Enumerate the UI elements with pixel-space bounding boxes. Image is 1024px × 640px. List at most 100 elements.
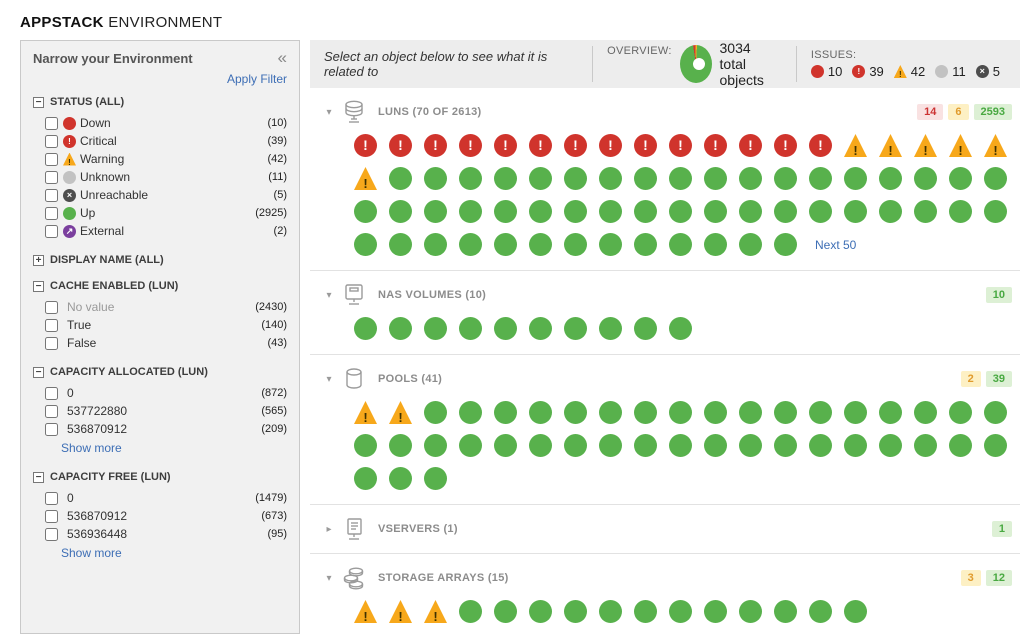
up-status-icon[interactable] bbox=[459, 401, 482, 424]
up-status-icon[interactable] bbox=[634, 434, 657, 457]
warning-status-icon[interactable]: ! bbox=[949, 134, 972, 157]
show-more-link[interactable]: Show more bbox=[61, 441, 122, 455]
up-status-icon[interactable] bbox=[389, 317, 412, 340]
filter-group-header[interactable]: − CAPACITY FREE (LUN) bbox=[33, 471, 287, 483]
up-status-icon[interactable] bbox=[634, 200, 657, 223]
up-status-icon[interactable] bbox=[984, 401, 1007, 424]
filter-item[interactable]: 0 (872) bbox=[33, 384, 287, 402]
filter-checkbox[interactable] bbox=[45, 509, 58, 523]
up-status-icon[interactable] bbox=[704, 401, 727, 424]
up-status-icon[interactable] bbox=[529, 600, 552, 623]
critical-status-icon[interactable]: ! bbox=[809, 134, 832, 157]
up-status-icon[interactable] bbox=[704, 200, 727, 223]
filter-checkbox[interactable] bbox=[45, 300, 58, 314]
filter-item[interactable]: ! Warning (42) bbox=[33, 150, 287, 168]
up-status-icon[interactable] bbox=[809, 434, 832, 457]
filter-checkbox[interactable] bbox=[45, 152, 58, 166]
filter-item[interactable]: 0 (1479) bbox=[33, 489, 287, 507]
caret-down-icon[interactable]: ▾ bbox=[326, 289, 332, 301]
up-status-icon[interactable] bbox=[459, 200, 482, 223]
critical-status-icon[interactable]: ! bbox=[564, 134, 587, 157]
up-status-icon[interactable] bbox=[599, 600, 622, 623]
filter-checkbox[interactable] bbox=[45, 422, 58, 436]
up-status-icon[interactable] bbox=[634, 167, 657, 190]
critical-status-icon[interactable]: ! bbox=[494, 134, 517, 157]
up-status-icon[interactable] bbox=[564, 600, 587, 623]
critical-status-icon[interactable]: ! bbox=[389, 134, 412, 157]
up-status-icon[interactable] bbox=[949, 401, 972, 424]
critical-status-icon[interactable]: ! bbox=[529, 134, 552, 157]
filter-item[interactable]: Unknown (11) bbox=[33, 168, 287, 186]
filter-item[interactable]: No value (2430) bbox=[33, 298, 287, 316]
up-status-icon[interactable] bbox=[564, 317, 587, 340]
up-status-icon[interactable] bbox=[844, 200, 867, 223]
up-status-icon[interactable] bbox=[459, 167, 482, 190]
section-header[interactable]: ▾ POOLS (41) 2 39 bbox=[316, 363, 1014, 401]
show-more-link[interactable]: Show more bbox=[61, 546, 122, 560]
up-status-icon[interactable] bbox=[564, 167, 587, 190]
critical-status-icon[interactable]: ! bbox=[459, 134, 482, 157]
up-status-icon[interactable] bbox=[949, 434, 972, 457]
up-status-icon[interactable] bbox=[494, 434, 517, 457]
up-status-icon[interactable] bbox=[564, 434, 587, 457]
warning-status-icon[interactable]: ! bbox=[389, 600, 412, 623]
warning-status-icon[interactable]: ! bbox=[354, 401, 377, 424]
up-status-icon[interactable] bbox=[424, 401, 447, 424]
up-status-icon[interactable] bbox=[424, 233, 447, 256]
filter-group-header[interactable]: + DISPLAY NAME (ALL) bbox=[33, 254, 287, 266]
up-status-icon[interactable] bbox=[634, 600, 657, 623]
up-status-icon[interactable] bbox=[844, 167, 867, 190]
up-status-icon[interactable] bbox=[459, 600, 482, 623]
up-status-icon[interactable] bbox=[494, 200, 517, 223]
up-status-icon[interactable] bbox=[669, 200, 692, 223]
up-status-icon[interactable] bbox=[424, 167, 447, 190]
filter-item[interactable]: False (43) bbox=[33, 334, 287, 352]
up-status-icon[interactable] bbox=[424, 434, 447, 457]
collapse-group-icon[interactable]: − bbox=[33, 280, 44, 292]
up-status-icon[interactable] bbox=[424, 317, 447, 340]
up-status-icon[interactable] bbox=[529, 401, 552, 424]
up-status-icon[interactable] bbox=[774, 401, 797, 424]
up-status-icon[interactable] bbox=[774, 434, 797, 457]
critical-status-icon[interactable]: ! bbox=[669, 134, 692, 157]
up-status-icon[interactable] bbox=[984, 434, 1007, 457]
up-status-icon[interactable] bbox=[494, 317, 517, 340]
up-status-icon[interactable] bbox=[669, 434, 692, 457]
up-status-icon[interactable] bbox=[354, 434, 377, 457]
up-status-icon[interactable] bbox=[669, 401, 692, 424]
warning-status-icon[interactable]: ! bbox=[879, 134, 902, 157]
filter-checkbox[interactable] bbox=[45, 404, 58, 418]
up-status-icon[interactable] bbox=[354, 467, 377, 490]
filter-checkbox[interactable] bbox=[45, 206, 58, 220]
up-status-icon[interactable] bbox=[389, 167, 412, 190]
warning-status-icon[interactable]: ! bbox=[354, 600, 377, 623]
up-status-icon[interactable] bbox=[739, 200, 762, 223]
up-status-icon[interactable] bbox=[389, 233, 412, 256]
filter-item[interactable]: Up (2925) bbox=[33, 204, 287, 222]
up-status-icon[interactable] bbox=[599, 434, 622, 457]
filter-checkbox[interactable] bbox=[45, 116, 58, 130]
up-status-icon[interactable] bbox=[844, 600, 867, 623]
up-status-icon[interactable] bbox=[494, 401, 517, 424]
filter-checkbox[interactable] bbox=[45, 527, 58, 541]
up-status-icon[interactable] bbox=[494, 600, 517, 623]
up-status-icon[interactable] bbox=[914, 200, 937, 223]
collapse-group-icon[interactable]: − bbox=[33, 366, 44, 378]
up-status-icon[interactable] bbox=[529, 434, 552, 457]
collapse-group-icon[interactable]: − bbox=[33, 471, 44, 483]
up-status-icon[interactable] bbox=[564, 401, 587, 424]
up-status-icon[interactable] bbox=[774, 233, 797, 256]
filter-item[interactable]: 536936448 (95) bbox=[33, 525, 287, 543]
up-status-icon[interactable] bbox=[774, 600, 797, 623]
filter-checkbox[interactable] bbox=[45, 188, 58, 202]
up-status-icon[interactable] bbox=[354, 317, 377, 340]
critical-status-icon[interactable]: ! bbox=[424, 134, 447, 157]
up-status-icon[interactable] bbox=[879, 434, 902, 457]
caret-down-icon[interactable]: ▾ bbox=[326, 373, 332, 385]
up-status-icon[interactable] bbox=[634, 233, 657, 256]
up-status-icon[interactable] bbox=[669, 233, 692, 256]
critical-status-icon[interactable]: ! bbox=[739, 134, 762, 157]
filter-checkbox[interactable] bbox=[45, 491, 58, 505]
up-status-icon[interactable] bbox=[669, 167, 692, 190]
up-status-icon[interactable] bbox=[564, 233, 587, 256]
